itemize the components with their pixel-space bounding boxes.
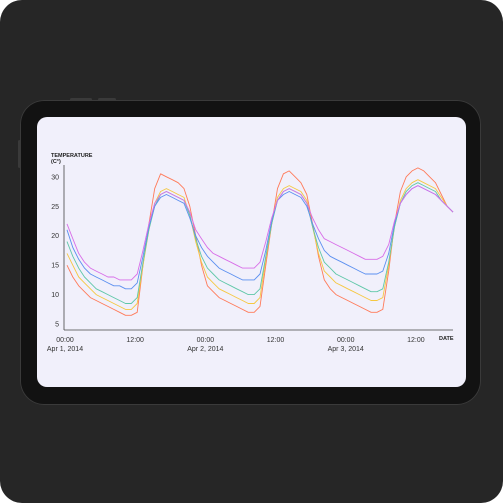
y-tick-label: 25	[51, 204, 59, 211]
tablet-screen: TEMPERATURE (C°) DATE 5 10 15 20 25 30 00:00 A…	[37, 117, 466, 387]
y-axis-unit: (C°)	[51, 159, 61, 165]
x-tick-label: 00:00	[337, 337, 355, 344]
x-tick-label: 00:00	[197, 337, 215, 344]
volume-button	[98, 98, 116, 101]
series-line-3	[66, 182, 454, 304]
y-axis-title: TEMPERATURE	[51, 153, 93, 159]
series-line-4	[66, 185, 454, 290]
volume-button	[70, 98, 92, 101]
x-tick-label: 12:00	[407, 337, 425, 344]
y-tick-label: 15	[51, 263, 59, 270]
y-tick-label: 5	[55, 322, 59, 329]
series-line-2	[66, 179, 454, 310]
x-tick-date-label: Apr 2, 2014	[187, 346, 223, 353]
power-button	[18, 140, 21, 168]
x-tick-date-label: Apr 3, 2014	[328, 346, 364, 353]
x-tick-date-label: Apr 1, 2014	[47, 346, 83, 353]
temperature-chart: TEMPERATURE (C°) DATE 5 10 15 20 25 30 00:00 A…	[47, 153, 454, 353]
x-tick-label: 12:00	[126, 337, 144, 344]
x-ticks: 00:00 Apr 1, 2014 12:00 00:00 Apr 2, 2014 12:…	[47, 337, 425, 353]
x-tick-label: 00:00	[56, 337, 74, 344]
y-ticks: 5 10 15 20 25 30	[51, 174, 59, 328]
x-axis-title: DATE	[439, 336, 454, 342]
series-line-1	[66, 167, 454, 316]
y-tick-label: 10	[51, 292, 59, 299]
series-line-5	[66, 185, 454, 281]
y-tick-label: 20	[51, 233, 59, 240]
series-lines	[66, 167, 454, 316]
x-tick-label: 12:00	[267, 337, 285, 344]
y-tick-label: 30	[51, 174, 59, 181]
